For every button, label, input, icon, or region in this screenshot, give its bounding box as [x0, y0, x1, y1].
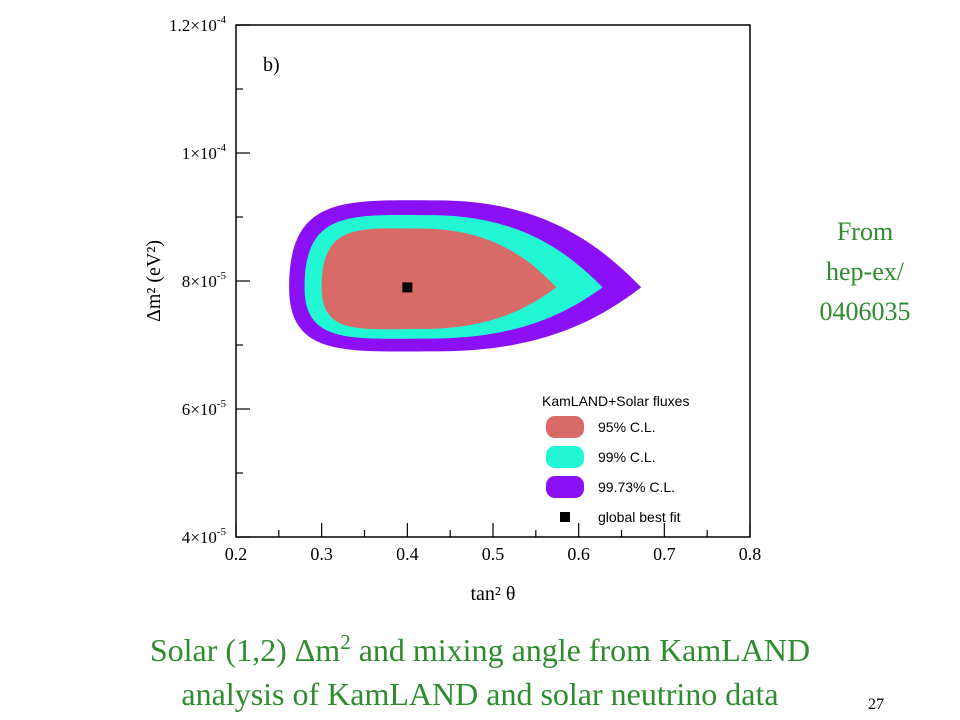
source-note-line: From: [836, 217, 894, 246]
legend-swatch-95: [546, 416, 584, 438]
confidence-regions: [289, 200, 642, 352]
legend-swatch-99: [546, 446, 584, 468]
y-tick-label: 6×10-5: [182, 398, 227, 419]
legend-best-fit-marker: [560, 512, 570, 522]
region-95-c-l: [321, 228, 557, 330]
legend-item-best-fit: global best fit: [540, 502, 740, 532]
x-tick-label: 0.5: [482, 544, 505, 564]
source-note-line: hep-ex/: [826, 257, 904, 286]
legend-label-9973: 99.73% C.L.: [598, 479, 676, 495]
legend-label-best-fit: global best fit: [598, 509, 681, 525]
slide-caption: Solar (1,2) Δm2 and mixing angle from Ka…: [60, 628, 900, 716]
source-note: From hep-ex/ 0406035: [800, 212, 930, 332]
legend-label-99: 99% C.L.: [598, 449, 656, 465]
legend-item-99: 99% C.L.: [540, 442, 740, 472]
best-fit-layer: [402, 282, 413, 293]
x-tick-label: 0.7: [653, 544, 676, 564]
x-tick-label: 0.8: [739, 544, 762, 564]
legend: KamLAND+Solar fluxes 95% C.L. 99% C.L. 9…: [540, 390, 740, 532]
slide-number: 27: [868, 696, 884, 713]
caption-line-1: Solar (1,2) Δm2 and mixing angle from Ka…: [60, 628, 900, 672]
caption-line-1-post: and mixing angle from KamLAND: [350, 632, 811, 668]
y-axis-label: Δm² (eV²): [143, 240, 165, 322]
caption-line-2: analysis of KamLAND and solar neutrino d…: [181, 676, 779, 712]
x-axis: 0.2 0.3 0.4 0.5 0.6 0.7 0.8: [225, 523, 762, 564]
contour-plot: 0.2 0.3 0.4 0.5 0.6 0.7 0.8 4×10-5 6×10-5 8×10-5…: [143, 14, 762, 605]
x-tick-label: 0.4: [396, 544, 419, 564]
legend-swatch-9973: [546, 476, 584, 498]
legend-label-95: 95% C.L.: [598, 419, 656, 435]
y-axis: 4×10-5 6×10-5 8×10-5 1×10-4 1.2×10-4: [169, 14, 250, 547]
best-fit-marker: [402, 282, 413, 293]
legend-item-95: 95% C.L.: [540, 412, 740, 442]
legend-item-9973: 99.73% C.L.: [540, 472, 740, 502]
y-tick-label: 4×10-5: [182, 526, 227, 547]
caption-line-1-pre: Solar (1,2) Δm: [149, 632, 341, 668]
x-axis-label: tan² θ: [470, 583, 515, 605]
x-tick-label: 0.6: [567, 544, 590, 564]
source-note-line: 0406035: [819, 297, 911, 326]
y-tick-label: 1.2×10-4: [169, 14, 227, 35]
caption-superscript: 2: [340, 630, 351, 654]
x-tick-label: 0.3: [310, 544, 333, 564]
panel-label: b): [263, 54, 280, 76]
legend-title: KamLAND+Solar fluxes: [542, 393, 690, 409]
y-tick-label: 8×10-5: [182, 270, 227, 291]
y-tick-label: 1×10-4: [182, 142, 227, 163]
x-tick-label: 0.2: [225, 544, 248, 564]
